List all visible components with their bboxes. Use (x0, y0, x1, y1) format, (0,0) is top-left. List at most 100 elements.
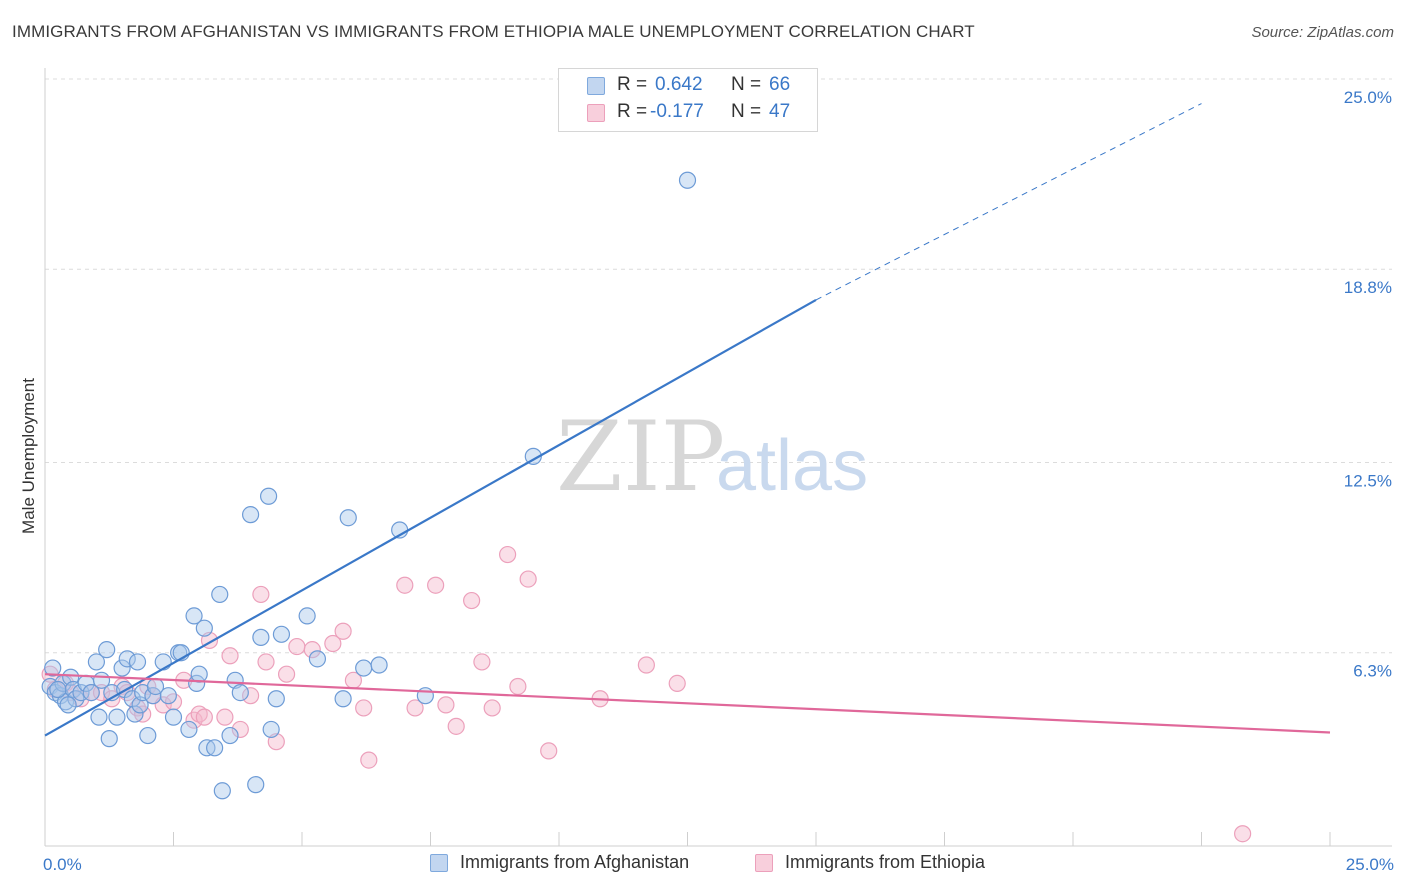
afghanistan-point (90, 708, 108, 726)
y-axis-label: Male Unemployment (19, 378, 38, 534)
afghanistan-point (139, 726, 157, 745)
ethiopia-point (540, 742, 558, 760)
ethiopia-point (668, 674, 686, 692)
legend-swatch-blue (587, 77, 605, 95)
source-label: Source: ZipAtlas.com (1251, 24, 1394, 41)
ethiopia-point (437, 696, 455, 714)
legend-r-label: R = (617, 74, 648, 95)
chart-title: IMMIGRANTS FROM AFGHANISTAN VS IMMIGRANT… (12, 22, 975, 41)
ethiopia-point (519, 570, 537, 588)
afghanistan-point (678, 171, 697, 189)
afghanistan-point (44, 659, 62, 677)
watermark-atlas: atlas (716, 426, 868, 506)
afghanistan-point (87, 653, 106, 671)
y-tick-label: 25.0% (1344, 88, 1392, 107)
ethiopia-point (499, 545, 517, 564)
series-label-ethiopia: Immigrants from Ethiopia (785, 852, 986, 872)
ethiopia-point (1234, 825, 1252, 843)
afghanistan-point (113, 659, 131, 677)
afghanistan-point (100, 730, 118, 748)
legend-n-label: N = (731, 101, 762, 122)
watermark-zip: ZIP (556, 401, 725, 513)
afghanistan-point (126, 705, 144, 723)
ethiopia-point (396, 576, 414, 594)
afghanistan-point (231, 683, 249, 702)
x-tick-label: 25.0% (1346, 855, 1394, 874)
correlation-legend: R = 0.642 N = 66 R = -0.177 N = 47 (558, 68, 818, 132)
afghanistan-point (416, 687, 434, 705)
afghanistan-point (242, 506, 260, 524)
afghanistan-point (252, 628, 270, 646)
afghanistan-point (262, 720, 280, 739)
afghanistan-point (370, 656, 388, 674)
legend-r-label: R = (617, 101, 648, 122)
ethiopia-point (216, 708, 234, 726)
legend-row-ethiopia: R = -0.177 N = 47 (559, 101, 817, 127)
legend-r-value: -0.177 (650, 101, 704, 122)
ethiopia-point (252, 585, 270, 604)
afghanistan-point (118, 650, 136, 668)
legend-n-value: 66 (769, 74, 791, 95)
y-tick-label: 6.3% (1353, 662, 1392, 681)
afghanistan-point (49, 680, 67, 699)
afghanistan-point (334, 690, 352, 708)
legend-n-label: N = (731, 74, 762, 95)
afghanistan-point (159, 687, 177, 705)
ethiopia-point (231, 720, 249, 739)
ethiopia-point (637, 656, 655, 674)
ethiopia-point (257, 653, 275, 671)
afghanistan-point (339, 509, 357, 527)
legend-swatch-pink (587, 104, 605, 122)
tick-labels: 6.3% 12.5% 18.8% 25.0% 0.0% 25.0% (43, 88, 1394, 874)
axes (44, 68, 1392, 847)
afghanistan-point (128, 653, 147, 671)
ethiopia-point (447, 717, 465, 735)
afghanistan-point (247, 776, 265, 794)
trend-lines (44, 103, 1331, 737)
afghanistan-points (41, 171, 697, 800)
afghanistan-point (59, 696, 77, 714)
legend-row-afghanistan: R = 0.642 N = 66 (559, 74, 817, 100)
ethiopia-point (463, 591, 481, 610)
ethiopia-point (288, 637, 306, 656)
ethiopia-point (360, 751, 378, 769)
afghanistan-point (180, 720, 198, 739)
afghanistan-point (213, 782, 231, 800)
afghanistan-point (195, 619, 213, 637)
afghanistan-point (308, 650, 327, 668)
ethiopia-point (406, 699, 424, 717)
afghanistan-point (185, 607, 203, 625)
afghanistan-point (164, 708, 183, 726)
ethiopia-point (324, 634, 342, 653)
afghanistan-point (108, 708, 126, 726)
grid-lines (45, 78, 1392, 654)
y-tick-label: 18.8% (1344, 278, 1392, 297)
ethiopia-point (473, 653, 491, 671)
series-swatch-pink (755, 854, 773, 872)
afghanistan-point (298, 607, 316, 625)
series-label-afghanistan: Immigrants from Afghanistan (460, 852, 690, 872)
series-swatch-blue (430, 854, 448, 872)
afghanistan-point (272, 625, 291, 643)
ethiopia-point (190, 705, 208, 723)
afghanistan-trend-line (44, 298, 817, 737)
ethiopia-point (483, 699, 501, 717)
ethiopia-point (509, 677, 527, 696)
legend-r-value: 0.642 (655, 74, 703, 95)
ethiopia-point (221, 647, 239, 665)
ethiopia-point (195, 708, 213, 726)
legend-n-value: 47 (769, 101, 791, 122)
afghanistan-point (82, 683, 100, 702)
ethiopia-point (427, 576, 445, 594)
ethiopia-point (355, 699, 373, 717)
ethiopia-point (334, 622, 352, 640)
afghanistan-point (98, 641, 116, 659)
ethiopia-trend-line (44, 673, 1331, 734)
afghanistan-point (190, 665, 208, 683)
afghanistan-point (259, 487, 278, 505)
afghanistan-point (221, 726, 239, 745)
afghanistan-trend-extension (815, 103, 1202, 301)
ethiopia-point (277, 665, 296, 683)
y-tick-label: 12.5% (1344, 472, 1392, 491)
